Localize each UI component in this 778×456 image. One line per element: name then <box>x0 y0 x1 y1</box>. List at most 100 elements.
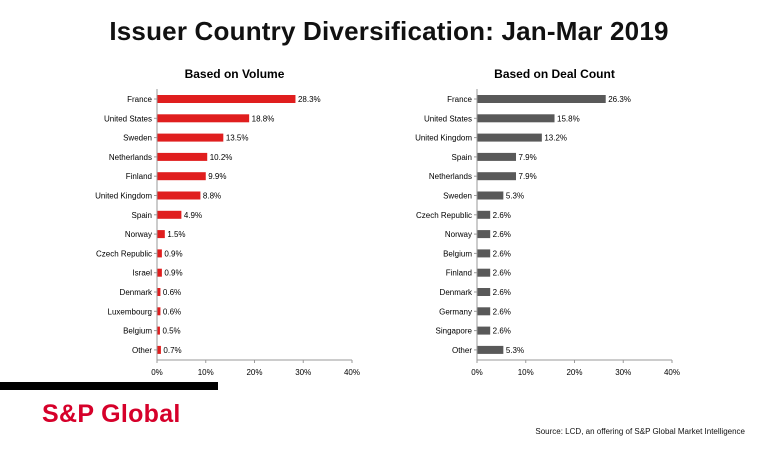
deal-count-value-label: 15.8% <box>557 114 580 123</box>
deal-count-value-label: 2.6% <box>493 211 511 220</box>
volume-bar <box>157 326 160 335</box>
volume-category-label: France <box>127 95 152 104</box>
volume-bar <box>157 288 161 296</box>
deal-count-bar <box>477 95 606 103</box>
deal-count-x-tick-label: 20% <box>566 368 582 377</box>
deal-count-bar <box>477 268 491 277</box>
volume-value-label: 9.9% <box>208 172 226 181</box>
volume-category-label: Spain <box>132 211 152 220</box>
volume-category-label: Other <box>132 346 152 355</box>
deal-count-value-label: 2.6% <box>493 288 511 297</box>
deal-count-category-label: Czech Republic <box>416 211 472 220</box>
deal-count-value-label: 5.3% <box>506 192 524 201</box>
volume-category-label: Luxembourg <box>108 307 152 316</box>
deal-count-category-label: Belgium <box>443 249 472 258</box>
volume-x-tick-label: 30% <box>295 368 311 377</box>
deal-count-bar <box>477 114 555 123</box>
volume-value-label: 0.9% <box>164 269 182 278</box>
deal-count-bar <box>477 345 504 354</box>
volume-category-label: Norway <box>125 230 152 239</box>
brand-divider <box>0 382 218 390</box>
volume-value-label: 0.7% <box>163 346 181 355</box>
volume-bar <box>157 268 162 277</box>
deal-count-bar <box>477 191 504 200</box>
volume-category-label: Belgium <box>123 327 152 336</box>
volume-value-label: 8.8% <box>203 192 221 201</box>
deal-count-x-tick-label: 40% <box>664 368 680 377</box>
deal-count-bar <box>477 210 491 219</box>
volume-value-label: 4.9% <box>184 211 202 220</box>
volume-category-label: Israel <box>132 269 152 278</box>
volume-x-tick-label: 10% <box>198 368 214 377</box>
deal-count-category-label: Spain <box>452 153 472 162</box>
volume-category-label: United Kingdom <box>95 192 152 201</box>
deal-count-category-label: Finland <box>446 269 472 278</box>
deal-count-value-label: 2.6% <box>493 249 511 258</box>
deal-count-bar <box>477 230 491 239</box>
deal-count-category-label: United States <box>424 114 472 123</box>
deal-count-value-label: 2.6% <box>493 307 511 316</box>
deal-count-bar <box>477 152 517 161</box>
brand-logo: S&P Global <box>42 400 181 428</box>
deal-count-value-label: 2.6% <box>493 230 511 239</box>
deal-count-category-label: France <box>447 95 472 104</box>
volume-bar <box>157 191 201 200</box>
volume-category-label: Denmark <box>120 288 153 297</box>
volume-bar <box>157 172 206 181</box>
volume-bar <box>157 152 208 161</box>
volume-x-tick-label: 20% <box>246 368 262 377</box>
deal-count-category-label: Singapore <box>436 327 473 336</box>
volume-value-label: 18.8% <box>252 114 275 123</box>
volume-category-label: Sweden <box>123 134 152 143</box>
volume-value-label: 0.5% <box>162 327 180 336</box>
deal-count-value-label: 26.3% <box>608 95 631 104</box>
volume-category-label: Finland <box>126 172 152 181</box>
source-note: Source: LCD, an offering of S&P Global M… <box>535 427 745 436</box>
deal-count-bar <box>477 307 491 316</box>
volume-value-label: 1.5% <box>167 230 185 239</box>
volume-bar <box>157 249 162 258</box>
volume-bar <box>157 133 224 142</box>
deal-count-value-label: 2.6% <box>493 327 511 336</box>
volume-bar <box>157 95 296 103</box>
deal-count-category-label: Germany <box>439 307 472 316</box>
volume-value-label: 10.2% <box>210 153 233 162</box>
volume-x-tick-label: 0% <box>151 368 163 377</box>
deal-count-bar <box>477 326 491 335</box>
deal-count-x-tick-label: 0% <box>471 368 483 377</box>
volume-value-label: 0.6% <box>163 288 181 297</box>
volume-x-tick-label: 40% <box>344 368 360 377</box>
deal-count-category-label: United Kingdom <box>415 134 472 143</box>
deal-count-value-label: 7.9% <box>519 153 537 162</box>
deal-count-bar <box>477 249 491 258</box>
volume-bar <box>157 114 250 123</box>
deal-count-value-label: 5.3% <box>506 346 524 355</box>
volume-bar <box>157 230 165 239</box>
volume-category-label: United States <box>104 114 152 123</box>
deal-count-chart-title: Based on Deal Count <box>494 67 615 81</box>
deal-count-bar <box>477 172 517 181</box>
volume-bar <box>157 307 161 316</box>
volume-chart-title: Based on Volume <box>185 67 285 81</box>
deal-count-value-label: 13.2% <box>544 134 567 143</box>
deal-count-bar <box>477 133 542 142</box>
volume-value-label: 13.5% <box>226 134 249 143</box>
deal-count-value-label: 2.6% <box>493 269 511 278</box>
deal-count-category-label: Netherlands <box>429 172 472 181</box>
volume-value-label: 0.6% <box>163 307 181 316</box>
deal-count-x-tick-label: 10% <box>518 368 534 377</box>
volume-category-label: Netherlands <box>109 153 152 162</box>
deal-count-category-label: Denmark <box>440 288 473 297</box>
page-title: Issuer Country Diversification: Jan-Mar … <box>109 16 669 46</box>
deal-count-bar <box>477 288 491 296</box>
deal-count-category-label: Other <box>452 346 472 355</box>
deal-count-category-label: Norway <box>445 230 472 239</box>
volume-value-label: 28.3% <box>298 95 321 104</box>
volume-bar <box>157 345 161 354</box>
deal-count-category-label: Sweden <box>443 192 472 201</box>
deal-count-value-label: 7.9% <box>519 172 537 181</box>
volume-category-label: Czech Republic <box>96 249 152 258</box>
volume-value-label: 0.9% <box>164 249 182 258</box>
deal-count-x-tick-label: 30% <box>615 368 631 377</box>
